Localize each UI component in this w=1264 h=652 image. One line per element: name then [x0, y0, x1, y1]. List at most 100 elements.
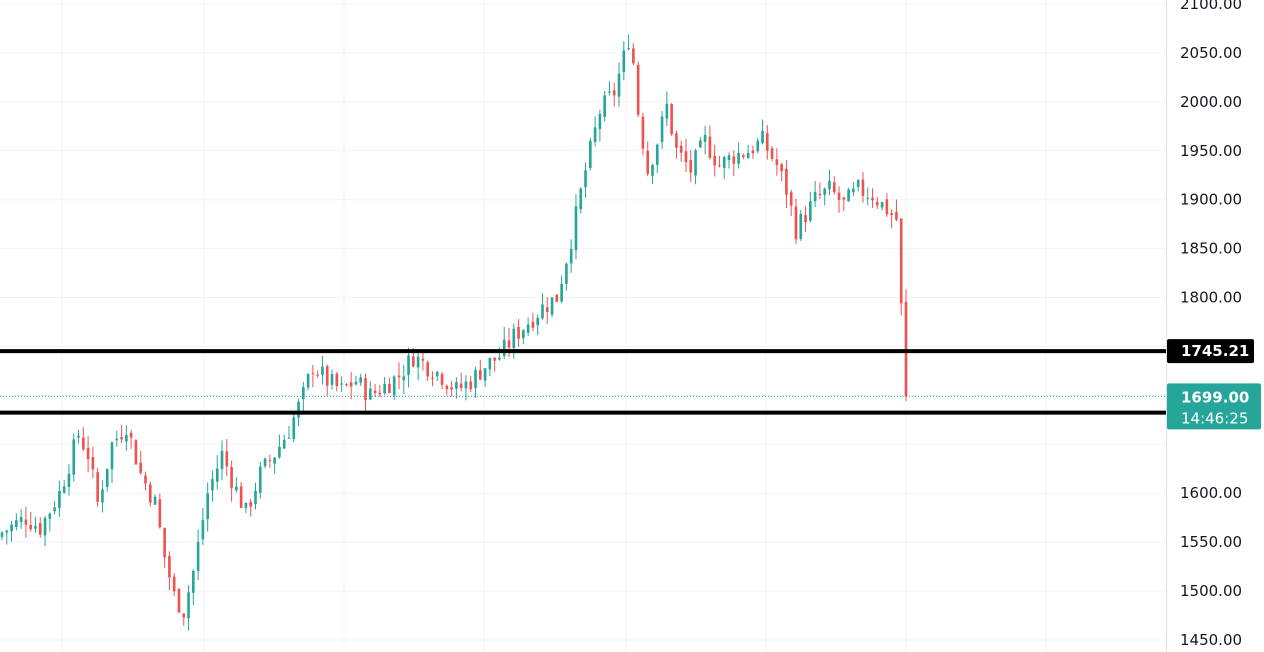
candle: [440, 372, 444, 390]
candle: [856, 178, 860, 192]
candle: [172, 572, 176, 597]
candle: [459, 372, 463, 392]
candle: [302, 381, 305, 413]
candle: [349, 372, 353, 400]
candle: [77, 429, 80, 444]
candle: [316, 370, 319, 378]
candle: [584, 162, 587, 198]
price-tick-label: 1800.00: [1180, 289, 1242, 307]
candle: [148, 481, 152, 507]
candles: [0, 34, 908, 631]
candle: [651, 163, 654, 184]
candle: [502, 326, 506, 360]
candle: [62, 480, 66, 494]
candle: [660, 111, 664, 149]
candle: [96, 467, 99, 507]
candle: [589, 137, 592, 171]
candle: [832, 176, 836, 195]
candle: [555, 294, 559, 303]
candle: [120, 424, 123, 443]
candle: [24, 506, 28, 538]
candle: [636, 61, 640, 117]
candle: [378, 384, 382, 398]
candle: [115, 430, 119, 447]
candle: [531, 313, 535, 332]
candle: [144, 471, 147, 491]
candle: [699, 136, 702, 149]
candle: [679, 140, 683, 162]
candle: [407, 347, 410, 388]
candle: [785, 160, 788, 208]
candle: [818, 182, 822, 200]
candle: [392, 375, 396, 400]
candle: [153, 494, 157, 505]
candle: [278, 434, 281, 459]
candle: [72, 433, 76, 482]
candle: [211, 470, 214, 502]
candle: [373, 384, 377, 398]
candle: [713, 144, 716, 177]
candle: [311, 364, 315, 388]
candle: [488, 357, 492, 377]
candle: [158, 493, 162, 529]
candle: [632, 43, 635, 66]
candle: [670, 103, 673, 136]
candle: [478, 359, 482, 381]
candle: [746, 144, 750, 159]
candle: [612, 82, 616, 107]
candle: [177, 587, 181, 614]
candle: [29, 511, 33, 532]
candle: [15, 513, 18, 531]
candle: [306, 373, 310, 391]
candle: [828, 169, 831, 196]
candle: [751, 145, 755, 159]
candle: [861, 172, 865, 203]
candle: [139, 450, 143, 475]
candle: [19, 509, 23, 529]
candle: [282, 434, 286, 449]
candle: [292, 412, 296, 443]
candle: [895, 199, 898, 222]
candle: [81, 427, 85, 452]
price-tick-label: 2050.00: [1180, 44, 1242, 62]
price-axis[interactable]: 2100.00 2050.00 2000.00 1950.00 1900.00 1850.…: [1166, 0, 1262, 652]
candle: [756, 137, 760, 154]
candle: [842, 196, 846, 211]
candle: [809, 191, 812, 223]
price-line-tag: 1745.21: [1167, 339, 1254, 364]
candle: [416, 352, 420, 381]
candle: [354, 375, 358, 386]
candle: [110, 441, 114, 483]
candle: [244, 502, 248, 514]
candle: [627, 34, 630, 51]
price-tick-label: 1950.00: [1180, 142, 1242, 160]
candle: [675, 130, 678, 159]
last-price-tag: 1699.00 14:46:25: [1167, 383, 1261, 430]
candle: [58, 480, 61, 517]
price-tick-label: 1450.00: [1180, 631, 1242, 649]
candle: [742, 153, 745, 160]
candle: [225, 439, 229, 477]
candle: [168, 551, 171, 591]
candle: [794, 198, 798, 244]
candle: [53, 500, 56, 515]
candle: [86, 436, 90, 473]
candle: [813, 181, 817, 207]
price-tick-label: 2100.00: [1180, 0, 1242, 13]
candle: [134, 439, 138, 465]
candle: [522, 328, 525, 345]
candle: [866, 187, 870, 206]
candle: [388, 377, 391, 394]
candle: [239, 482, 243, 509]
price-tick-label: 1900.00: [1180, 191, 1242, 209]
candle: [258, 461, 262, 499]
candle: [125, 425, 128, 451]
candle: [789, 189, 793, 217]
candle: [215, 455, 219, 490]
candle: [10, 520, 13, 542]
candle: [321, 355, 324, 385]
candle: [689, 150, 693, 183]
candle: [718, 156, 721, 168]
